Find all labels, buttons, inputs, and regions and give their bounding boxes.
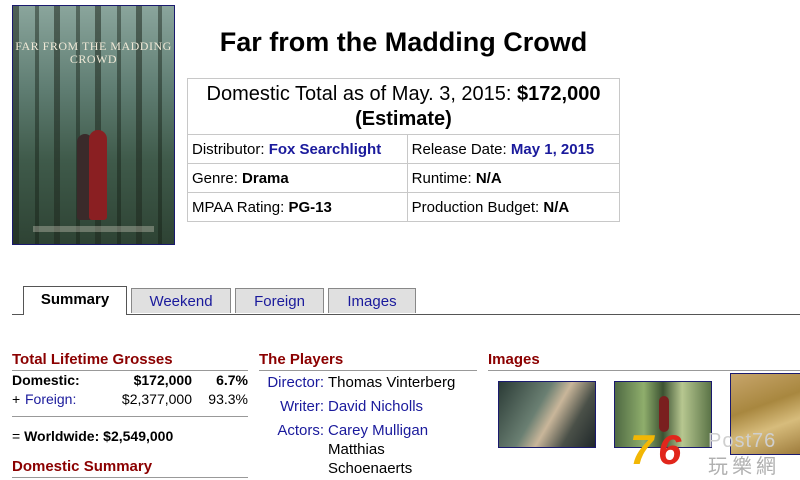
foreign-gross-pct: 93.3%	[208, 391, 248, 407]
release-date-label: Release Date:	[411, 140, 511, 158]
domestic-gross-row: Domestic: $172,000 6.7%	[12, 372, 248, 390]
domestic-total-value: $172,000	[517, 83, 601, 105]
mpaa-label: MPAA Rating:	[192, 198, 289, 216]
actor-name: Matthias	[328, 441, 385, 458]
players-table: Director: Thomas Vinterberg Writer: Davi…	[259, 373, 455, 478]
estimate-note: (Estimate)	[355, 108, 452, 130]
poster-title: FAR FROM THE MADDING CROWD	[15, 39, 172, 66]
domestic-summary-heading: Domestic Summary	[12, 458, 248, 478]
watermark-brand: Post76	[708, 430, 777, 452]
image-thumbnail[interactable]	[498, 381, 596, 448]
runtime-label: Runtime:	[411, 169, 476, 187]
foreign-prefix: +	[12, 391, 21, 407]
release-date-cell: Release Date: May 1, 2015	[406, 134, 621, 164]
worldwide-gross-row: = Worldwide: $2,549,000	[12, 428, 248, 446]
writer-link[interactable]: David Nicholls	[328, 398, 424, 415]
worldwide-prefix: =	[12, 428, 25, 444]
domestic-gross-label: Domestic:	[12, 372, 80, 388]
budget-label: Production Budget:	[411, 198, 544, 216]
image-thumbnail[interactable]	[614, 381, 712, 448]
distributor-cell: Distributor: Fox Searchlight	[187, 134, 408, 164]
worldwide-gross-label: Worldwide:	[24, 428, 100, 444]
director-name: Thomas Vinterberg	[328, 374, 456, 391]
watermark-logo: 7 6 Post76 玩樂網	[630, 428, 800, 480]
actor-link[interactable]: Carey Mulligan	[328, 422, 429, 439]
page-title: Far from the Madding Crowd	[219, 27, 588, 57]
mpaa-value: PG-13	[288, 198, 332, 216]
foreign-gross-link[interactable]: Foreign:	[25, 391, 77, 407]
genre-value: Drama	[242, 169, 289, 187]
actors-label: Actors:	[277, 422, 324, 439]
distributor-label: Distributor:	[192, 140, 269, 158]
runtime-cell: Runtime: N/A	[406, 163, 621, 193]
distributor-link[interactable]: Fox Searchlight	[268, 140, 382, 158]
foreign-gross-row: + Foreign: $2,377,000 93.3%	[12, 391, 248, 409]
images-heading: Images	[488, 351, 540, 368]
foreign-gross-value: $2,377,000	[121, 391, 192, 407]
director-label: Director:	[267, 374, 324, 391]
watermark-digit: 6	[658, 426, 682, 473]
images-divider	[488, 370, 800, 371]
poster-couple	[73, 124, 113, 224]
tab-bar: Summary Weekend Foreign Images	[12, 286, 800, 315]
watermark-digit: 7	[630, 426, 654, 473]
writer-label: Writer:	[280, 398, 324, 415]
domestic-total-cell: Domestic Total as of May. 3, 2015: $172,…	[187, 78, 620, 135]
tab-foreign[interactable]: Foreign	[235, 288, 324, 313]
budget-value: N/A	[543, 198, 570, 216]
movie-poster[interactable]: FAR FROM THE MADDING CROWD	[12, 5, 175, 245]
actor-name: Schoenaerts	[328, 460, 413, 477]
domestic-gross-pct: 6.7%	[216, 372, 248, 388]
domestic-total-label: Domestic Total as of May. 3, 2015:	[206, 83, 518, 105]
watermark-brand-cn: 玩樂網	[708, 456, 780, 478]
players-heading: The Players	[259, 351, 477, 371]
genre-label: Genre:	[192, 169, 243, 187]
genre-cell: Genre: Drama	[187, 163, 408, 193]
grosses-divider	[12, 416, 248, 417]
release-date-link[interactable]: May 1, 2015	[510, 140, 595, 158]
movie-info-table: Domestic Total as of May. 3, 2015: $172,…	[187, 78, 621, 222]
mpaa-cell: MPAA Rating: PG-13	[187, 192, 408, 222]
domestic-gross-value: $172,000	[133, 372, 192, 388]
tab-weekend[interactable]: Weekend	[131, 288, 231, 313]
tab-summary[interactable]: Summary	[23, 286, 127, 315]
worldwide-gross-value: $2,549,000	[103, 428, 174, 444]
grosses-heading: Total Lifetime Grosses	[12, 351, 248, 371]
budget-cell: Production Budget: N/A	[406, 192, 621, 222]
tab-images[interactable]: Images	[328, 288, 416, 313]
image-thumbnail[interactable]	[730, 373, 800, 455]
runtime-value: N/A	[475, 169, 502, 187]
